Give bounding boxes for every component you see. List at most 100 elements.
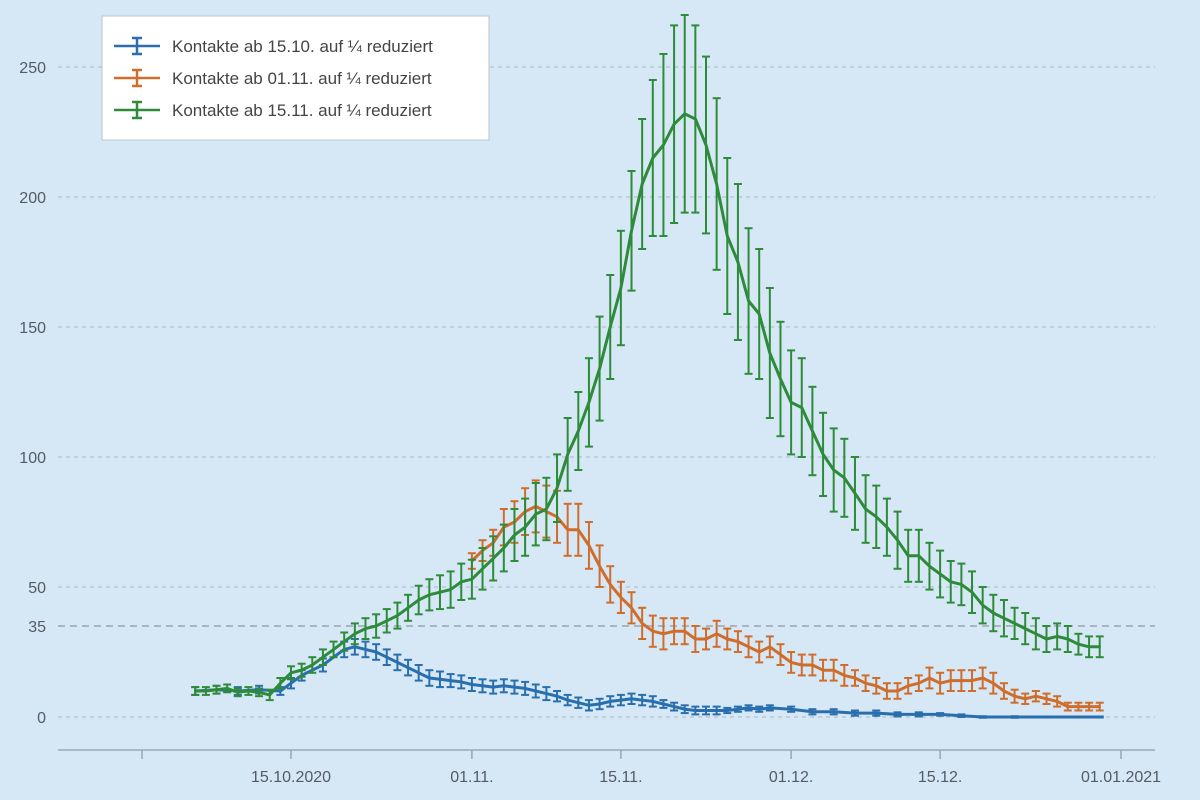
- data-point-s1-p30: [789, 661, 793, 664]
- x-tick-label-4: 15.12.: [918, 769, 962, 786]
- data-point-s2-p32: [534, 513, 537, 516]
- data-point-s2-p35: [566, 453, 569, 456]
- data-point-s0-p10: [364, 648, 367, 651]
- data-point-s2-p43: [651, 156, 654, 160]
- data-point-s2-p41: [630, 229, 633, 232]
- data-point-s2-p63: [864, 507, 867, 511]
- data-point-s1-p39: [885, 689, 889, 693]
- data-point-s2-p52: [747, 299, 750, 303]
- data-point-s2-p44: [662, 143, 665, 147]
- y-tick-label-250: 250: [19, 60, 46, 77]
- data-point-s2-p82: [1066, 637, 1069, 641]
- data-point-s0-p36: [640, 698, 644, 702]
- y-tick-label-35: 35: [28, 619, 46, 636]
- data-point-s2-p3: [225, 687, 229, 690]
- data-point-s1-p25: [736, 640, 740, 643]
- data-point-s0-p58: [981, 715, 984, 719]
- data-point-s0-p57: [960, 714, 963, 717]
- data-point-s0-p48: [768, 706, 772, 710]
- data-point-s0-p19: [460, 680, 463, 684]
- data-point-s0-p12: [385, 656, 388, 659]
- data-point-s1-p55: [1055, 700, 1059, 703]
- data-point-s2-p42: [640, 182, 644, 186]
- data-point-s0-p47: [758, 708, 761, 711]
- data-point-s2-p45: [672, 123, 676, 126]
- data-point-s2-p21: [417, 598, 420, 602]
- data-point-s2-p16: [364, 627, 367, 630]
- data-point-s2-p27: [481, 567, 484, 570]
- data-point-s2-p55: [779, 377, 782, 381]
- data-point-s2-p29: [502, 546, 506, 550]
- data-point-s0-p9: [353, 645, 357, 648]
- data-point-s1-p26: [747, 645, 750, 648]
- data-point-s0-p35: [630, 697, 633, 700]
- data-point-s0-p50: [811, 710, 814, 713]
- data-point-s2-p38: [598, 367, 601, 370]
- x-axis: 15.10.2020 01.11. 15.11. 01.12. 15.12. 01.01.…: [58, 749, 1161, 786]
- data-point-s1-p53: [1034, 695, 1038, 698]
- data-point-s0-p4: [279, 689, 282, 693]
- legend: Kontakte ab 15.10. auf ¼ reduziert Kontak…: [101, 15, 490, 141]
- data-point-s0-p51: [832, 710, 835, 713]
- data-point-s2-p80: [1045, 637, 1048, 641]
- data-point-s1-p52: [1024, 697, 1027, 700]
- data-point-s1-p43: [928, 676, 931, 680]
- data-point-s2-p79: [1034, 632, 1038, 635]
- data-point-s2-p60: [832, 468, 835, 472]
- data-point-s2-p75: [992, 611, 995, 615]
- data-point-s0-p33: [609, 700, 612, 703]
- data-point-s2-p40: [619, 286, 623, 290]
- data-point-s1-p56: [1066, 705, 1069, 708]
- x-tick-label-3: 01.12.: [769, 769, 813, 786]
- y-tick-label-200: 200: [19, 190, 46, 207]
- data-point-s2-p59: [821, 453, 825, 456]
- data-point-s2-p28: [491, 557, 495, 560]
- data-point-s2-p83: [1077, 643, 1080, 646]
- data-point-s2-p57: [800, 406, 803, 409]
- legend-box: [101, 15, 490, 141]
- data-point-s0-p21: [481, 684, 484, 687]
- data-point-s0-p39: [672, 705, 676, 708]
- data-point-s1-p46: [960, 679, 963, 682]
- series-line-2: [195, 112, 1100, 697]
- data-point-s2-p78: [1024, 627, 1027, 630]
- legend-label-1: Kontakte ab 01.11. auf ¼ reduziert: [172, 69, 432, 88]
- data-point-s1-p42: [917, 682, 921, 685]
- data-point-s0-p60: [1045, 715, 1048, 719]
- data-point-s2-p8: [279, 682, 282, 685]
- x-tick-label-0: 15.10.2020: [251, 769, 331, 786]
- legend-swatch-2: [114, 100, 160, 120]
- data-point-s0-p49: [789, 708, 793, 711]
- data-point-s2-p81: [1055, 635, 1059, 638]
- data-point-s2-p76: [1002, 617, 1006, 620]
- data-point-s2-p1: [204, 689, 208, 693]
- legend-label-2: Kontakte ab 15.11. auf ¼ reduziert: [172, 101, 432, 120]
- data-point-s0-p24: [513, 685, 516, 689]
- series-2: [191, 14, 1104, 702]
- data-point-s0-p5: [289, 682, 293, 685]
- data-point-s1-p33: [821, 669, 825, 672]
- data-point-s0-p44: [726, 709, 729, 712]
- data-point-s1-p21: [694, 637, 697, 641]
- data-point-s0-p52: [853, 711, 857, 715]
- data-point-s1-p38: [875, 684, 878, 687]
- data-point-s1-p19: [672, 630, 676, 633]
- data-point-s0-p32: [598, 702, 601, 706]
- data-point-s0-p13: [396, 661, 399, 664]
- data-point-s2-p48: [704, 143, 708, 147]
- data-point-s0-p38: [662, 702, 665, 706]
- data-point-s0-p42: [704, 709, 708, 712]
- data-point-s0-p17: [438, 678, 442, 681]
- data-point-s1-p41: [906, 684, 910, 687]
- data-point-s2-p67: [906, 554, 910, 557]
- data-point-s2-p62: [853, 492, 857, 495]
- data-point-s2-p18: [385, 619, 388, 622]
- y-axis-tick-labels: 0 50 100 150 200 250 35: [19, 60, 46, 727]
- data-point-s1-p29: [779, 653, 782, 656]
- data-point-s2-p39: [609, 325, 612, 329]
- data-point-s1-p32: [811, 663, 814, 667]
- x-tick-label-2: 15.11.: [599, 769, 642, 786]
- data-point-s0-p45: [736, 708, 740, 711]
- data-point-s2-p74: [981, 604, 984, 607]
- data-point-s2-p23: [438, 591, 442, 594]
